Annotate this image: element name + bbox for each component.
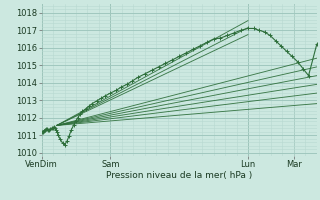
X-axis label: Pression niveau de la mer( hPa ): Pression niveau de la mer( hPa ): [106, 171, 252, 180]
